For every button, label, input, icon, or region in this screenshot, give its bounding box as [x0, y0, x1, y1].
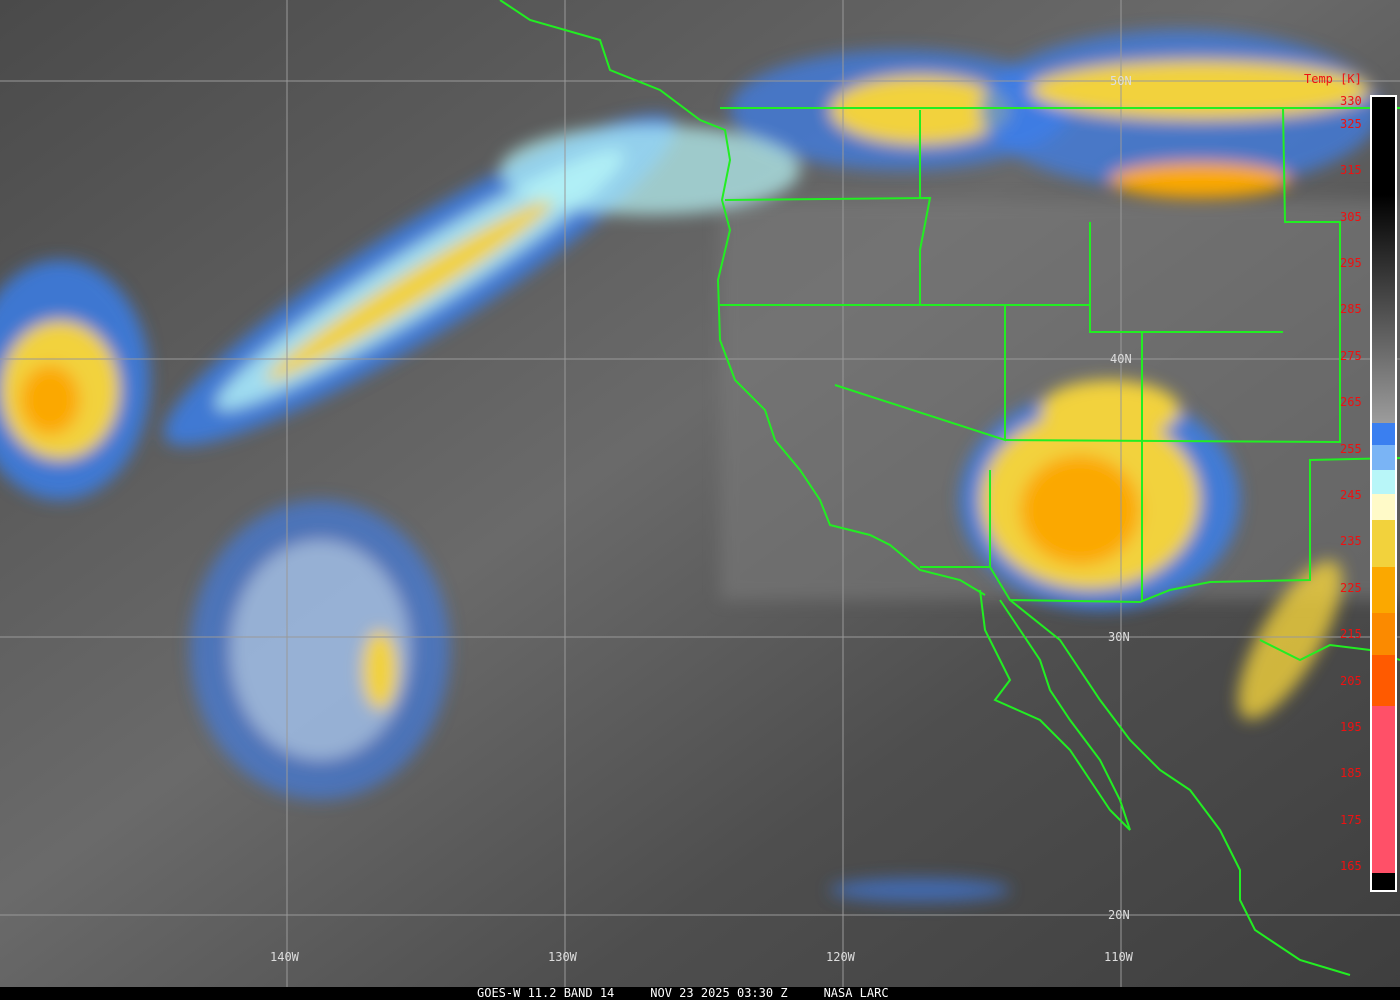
- colorbar-tick-label: 225: [1340, 581, 1362, 595]
- colorbar-tick-label: 245: [1340, 488, 1362, 502]
- colorbar-segment: [1372, 520, 1395, 567]
- lon-label: 120W: [826, 950, 855, 964]
- caption-datetime: NOV 23 2025 03:30 Z: [650, 986, 788, 1000]
- lon-label: 110W: [1104, 950, 1133, 964]
- colorbar-segment: [1372, 423, 1395, 445]
- colorbar-tick-label: 265: [1340, 395, 1362, 409]
- coastline-baja: [979, 589, 1131, 831]
- cloud-layer: [0, 30, 1380, 902]
- colorbar-tick-label: 315: [1340, 163, 1362, 177]
- colorbar-tick-label: 255: [1340, 442, 1362, 456]
- colorbar-tick-label: 235: [1340, 534, 1362, 548]
- colorbar-tick-label: 175: [1340, 813, 1362, 827]
- colorbar-tick-label: 305: [1340, 210, 1362, 224]
- image-caption: GOES-W 11.2 BAND 14 NOV 23 2025 03:30 Z NA…: [0, 987, 1400, 1000]
- colorbar-segment: [1372, 567, 1395, 613]
- colorbar-tick-label: 325: [1340, 117, 1362, 131]
- caption-source: NASA LARC: [823, 986, 889, 1000]
- colorbar-segment: [1372, 655, 1395, 706]
- colorbar-tick-label: 295: [1340, 256, 1362, 270]
- lat-label: 30N: [1108, 630, 1130, 644]
- colorbar-tick-label: 165: [1340, 859, 1362, 873]
- colorbar-segment: [1372, 494, 1395, 520]
- lon-label: 130W: [548, 950, 577, 964]
- colorbar-segment: [1372, 613, 1395, 655]
- lat-label: 20N: [1108, 908, 1130, 922]
- colorbar-segment: [1372, 706, 1395, 873]
- caption-satellite: GOES-W 11.2 BAND 14: [477, 986, 615, 1000]
- colorbar-tick-label: 205: [1340, 674, 1362, 688]
- colorbar-gray-ramp: [1372, 97, 1395, 423]
- colorbar-segment: [1372, 873, 1395, 890]
- colorbar-tick-label: 285: [1340, 302, 1362, 316]
- colorbar-segment: [1372, 470, 1395, 494]
- lat-label: 40N: [1110, 352, 1132, 366]
- colorbar-tick-label: 215: [1340, 627, 1362, 641]
- colorbar-tick-label: 275: [1340, 349, 1362, 363]
- colorbar-title: Temp [K]: [1304, 72, 1362, 86]
- colorbar-tick-label: 195: [1340, 720, 1362, 734]
- boundaries: [499, 0, 1400, 976]
- colorbar-segment: [1372, 445, 1395, 470]
- colorbar-tick-label: 330: [1340, 94, 1362, 108]
- state-borders: [720, 196, 932, 306]
- coastline-mexico: [1009, 599, 1351, 976]
- lon-label: 140W: [270, 950, 299, 964]
- coastline-west: [499, 0, 986, 596]
- colorbar-tick-label: 185: [1340, 766, 1362, 780]
- lat-label: 50N: [1110, 74, 1132, 88]
- border-mexico: [920, 457, 1400, 604]
- colorbar: [1370, 95, 1397, 892]
